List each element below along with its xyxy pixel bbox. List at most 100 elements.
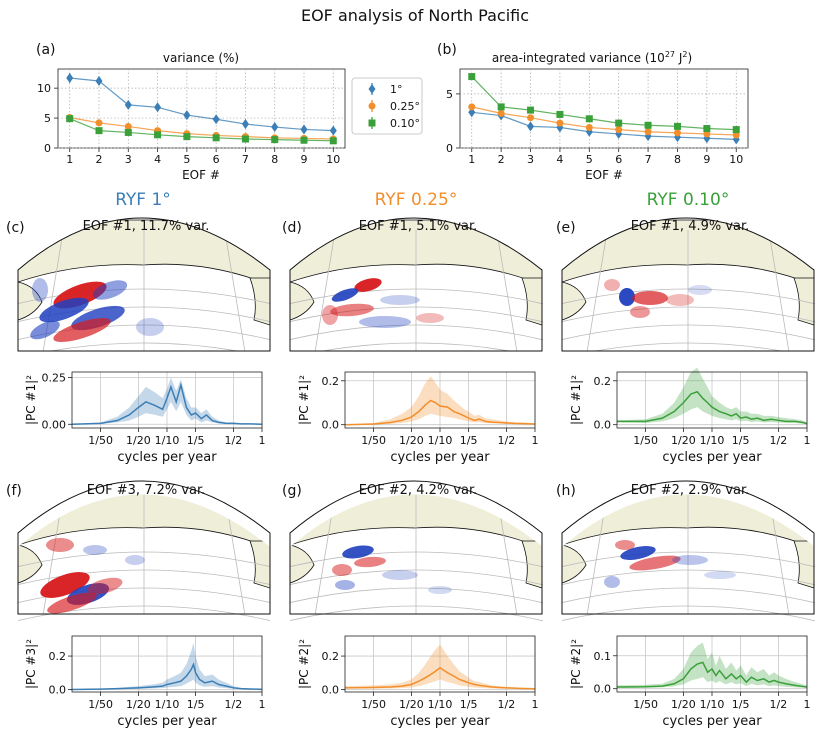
confidence-band (345, 644, 535, 690)
map-outline-e (561, 217, 815, 352)
spectrum-h: 1/50 1/20 1/10 1/5 1/2 1 0.0 0.1 cycles per year… (569, 635, 811, 729)
x-tick-label: 2 (498, 153, 505, 166)
negative-anomaly (688, 285, 712, 295)
map-d (290, 219, 543, 351)
panel-title-a: variance (%) (163, 51, 239, 65)
y-tick-label: 0.0 (594, 419, 612, 432)
y-tick-label: 0.2 (49, 650, 67, 663)
data-point (241, 119, 249, 130)
x-tick-label: 2 (96, 153, 103, 166)
negative-anomaly (359, 316, 411, 328)
negative-anomaly (672, 555, 708, 565)
negative-anomaly (39, 297, 89, 323)
legend: 1° 0.25° 0.10° (351, 77, 423, 135)
x-tick-label: 1 (532, 434, 539, 447)
negative-anomaly (83, 545, 107, 555)
negative-anomaly (704, 571, 736, 579)
spectrum-e: 1/50 1/20 1/10 1/5 1/2 1 0.0 0.2 cycles per year… (569, 367, 811, 465)
data-point (468, 73, 476, 81)
negative-anomaly (92, 280, 128, 300)
map-outline-c (17, 217, 271, 352)
y-axis-label: |PC #1|² (24, 375, 38, 425)
x-tick-label: 1/50 (633, 434, 658, 447)
y-tick-label: 0 (44, 142, 51, 155)
map-label-d: (d) (282, 220, 302, 236)
x-tick-label: 1/10 (155, 698, 180, 711)
spectrum-line (617, 390, 808, 425)
y-tick-label: 0.25 (42, 372, 67, 385)
data-point (615, 126, 623, 134)
positive-anomaly (615, 540, 635, 550)
x-tick-label: 1/2 (498, 698, 516, 711)
y-tick-label: 0.0 (49, 683, 67, 696)
x-tick-label: 1/20 (671, 698, 696, 711)
x-tick-label: 1/5 (732, 698, 750, 711)
map-title-g: EOF #2, 4.2% var. (359, 483, 478, 498)
x-axis-label: cycles per year (117, 450, 217, 465)
x-tick-label: 1 (804, 434, 811, 447)
y-axis-label: |PC #2|² (297, 639, 311, 689)
x-tick-label: 4 (154, 153, 161, 166)
y-tick-label: 0.2 (322, 650, 340, 663)
x-tick-label: 7 (242, 153, 249, 166)
x-axis-label: cycles per year (390, 714, 490, 729)
x-tick-label: 3 (125, 153, 132, 166)
data-point (154, 131, 162, 139)
negative-anomaly (619, 288, 635, 306)
map-outline-d (289, 217, 543, 352)
map-label-c: (c) (6, 220, 25, 236)
negative-anomaly (342, 545, 374, 559)
x-tick-label: 6 (615, 153, 622, 166)
map-title-c: EOF #1, 11.7% var. (83, 219, 210, 234)
map-label-e: (e) (556, 220, 576, 236)
negative-anomaly (331, 288, 359, 302)
data-point (644, 128, 652, 136)
data-point (673, 122, 681, 130)
spectrum-line (344, 399, 536, 426)
graticule-lon (496, 229, 518, 351)
data-point (527, 106, 535, 114)
x-tick-label: 4 (556, 153, 563, 166)
x-tick-label: 1/10 (700, 434, 725, 447)
y-tick-label: 0.1 (594, 650, 612, 663)
y-tick-label: 0.2 (594, 375, 612, 388)
figure-title: EOF analysis of North Pacific (301, 6, 529, 25)
x-tick-label: 1/50 (633, 698, 658, 711)
positive-anomaly (666, 294, 694, 306)
map-g (290, 494, 543, 624)
data-point (527, 121, 535, 132)
panel-title-b-tail: J (675, 51, 682, 65)
map-label-g: (g) (282, 483, 302, 499)
x-axis-label: cycles per year (390, 450, 490, 465)
x-tick-label: 9 (703, 153, 710, 166)
spectrum-line (71, 382, 263, 426)
spectrum-c: 1/50 1/20 1/10 1/5 1/2 1 0.00 0.25 cycles per ye… (24, 371, 266, 465)
spectrum-line (71, 662, 263, 691)
map-f (18, 494, 270, 624)
x-tick-label: 1/10 (155, 434, 180, 447)
map-label-h: (h) (556, 483, 576, 499)
data-point (212, 114, 220, 125)
spectrum-d: 1/50 1/20 1/10 1/5 1/2 1 0.0 0.2 cycles per year… (297, 371, 539, 465)
positive-anomaly (46, 538, 74, 552)
column-title-ryf-025: RYF 0.25° (375, 190, 458, 210)
map-c (18, 219, 270, 351)
plot-area-a: 1 2 3 4 5 6 7 8 9 10 0 5 10 (37, 69, 345, 166)
column-title-ryf-1: RYF 1° (115, 190, 171, 210)
x-tick-label: 1/20 (671, 434, 696, 447)
data-point (66, 115, 74, 123)
series-line-0 (471, 111, 737, 140)
data-point (300, 124, 308, 135)
x-tick-label: 7 (645, 153, 652, 166)
x-tick-label: 1/5 (460, 434, 478, 447)
data-point (585, 123, 593, 131)
y-tick-label: 0 (446, 142, 453, 155)
data-point (271, 122, 279, 133)
data-point (556, 119, 564, 127)
graticule-lon (586, 229, 608, 351)
panel-title-b-sup: 27 (665, 50, 675, 59)
panel-title-b-main: area-integrated variance (10 (492, 51, 665, 65)
confidence-band (72, 642, 262, 690)
confidence-band (72, 377, 262, 425)
y-axis-label: |PC #2|² (569, 639, 583, 689)
